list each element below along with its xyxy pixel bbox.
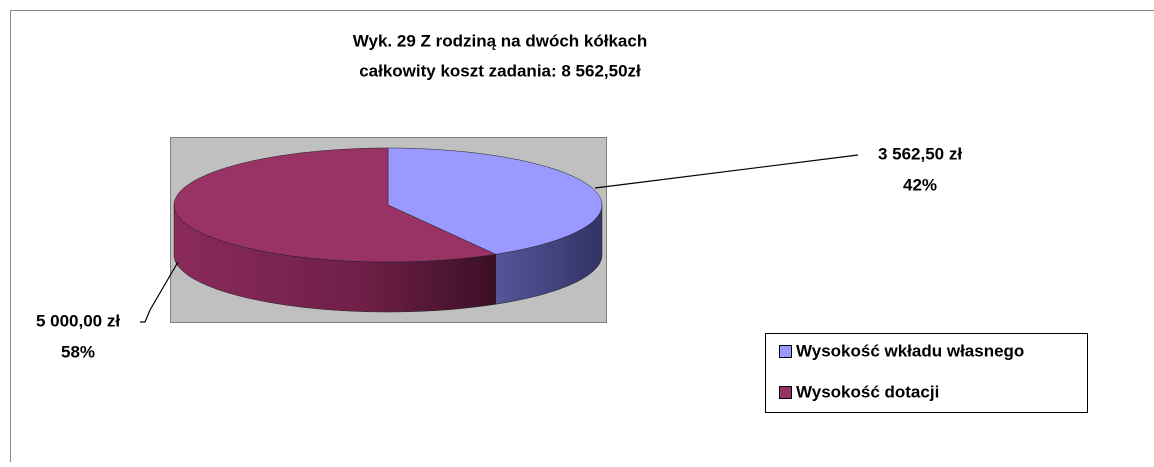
legend-label: Wysokość wkładu własnego — [796, 341, 1024, 360]
legend-label: Wysokość dotacji — [796, 382, 939, 401]
chart-title: całkowity koszt zadania: 8 562,50zł — [359, 61, 641, 80]
data-label: 42% — [903, 175, 937, 194]
legend-swatch — [780, 346, 792, 358]
data-label: 5 000,00 zł — [36, 311, 120, 330]
data-label: 3 562,50 zł — [878, 144, 962, 163]
legend-swatch — [780, 387, 792, 399]
chart-title: Wyk. 29 Z rodziną na dwóch kółkach — [353, 31, 647, 50]
data-label: 58% — [61, 342, 95, 361]
